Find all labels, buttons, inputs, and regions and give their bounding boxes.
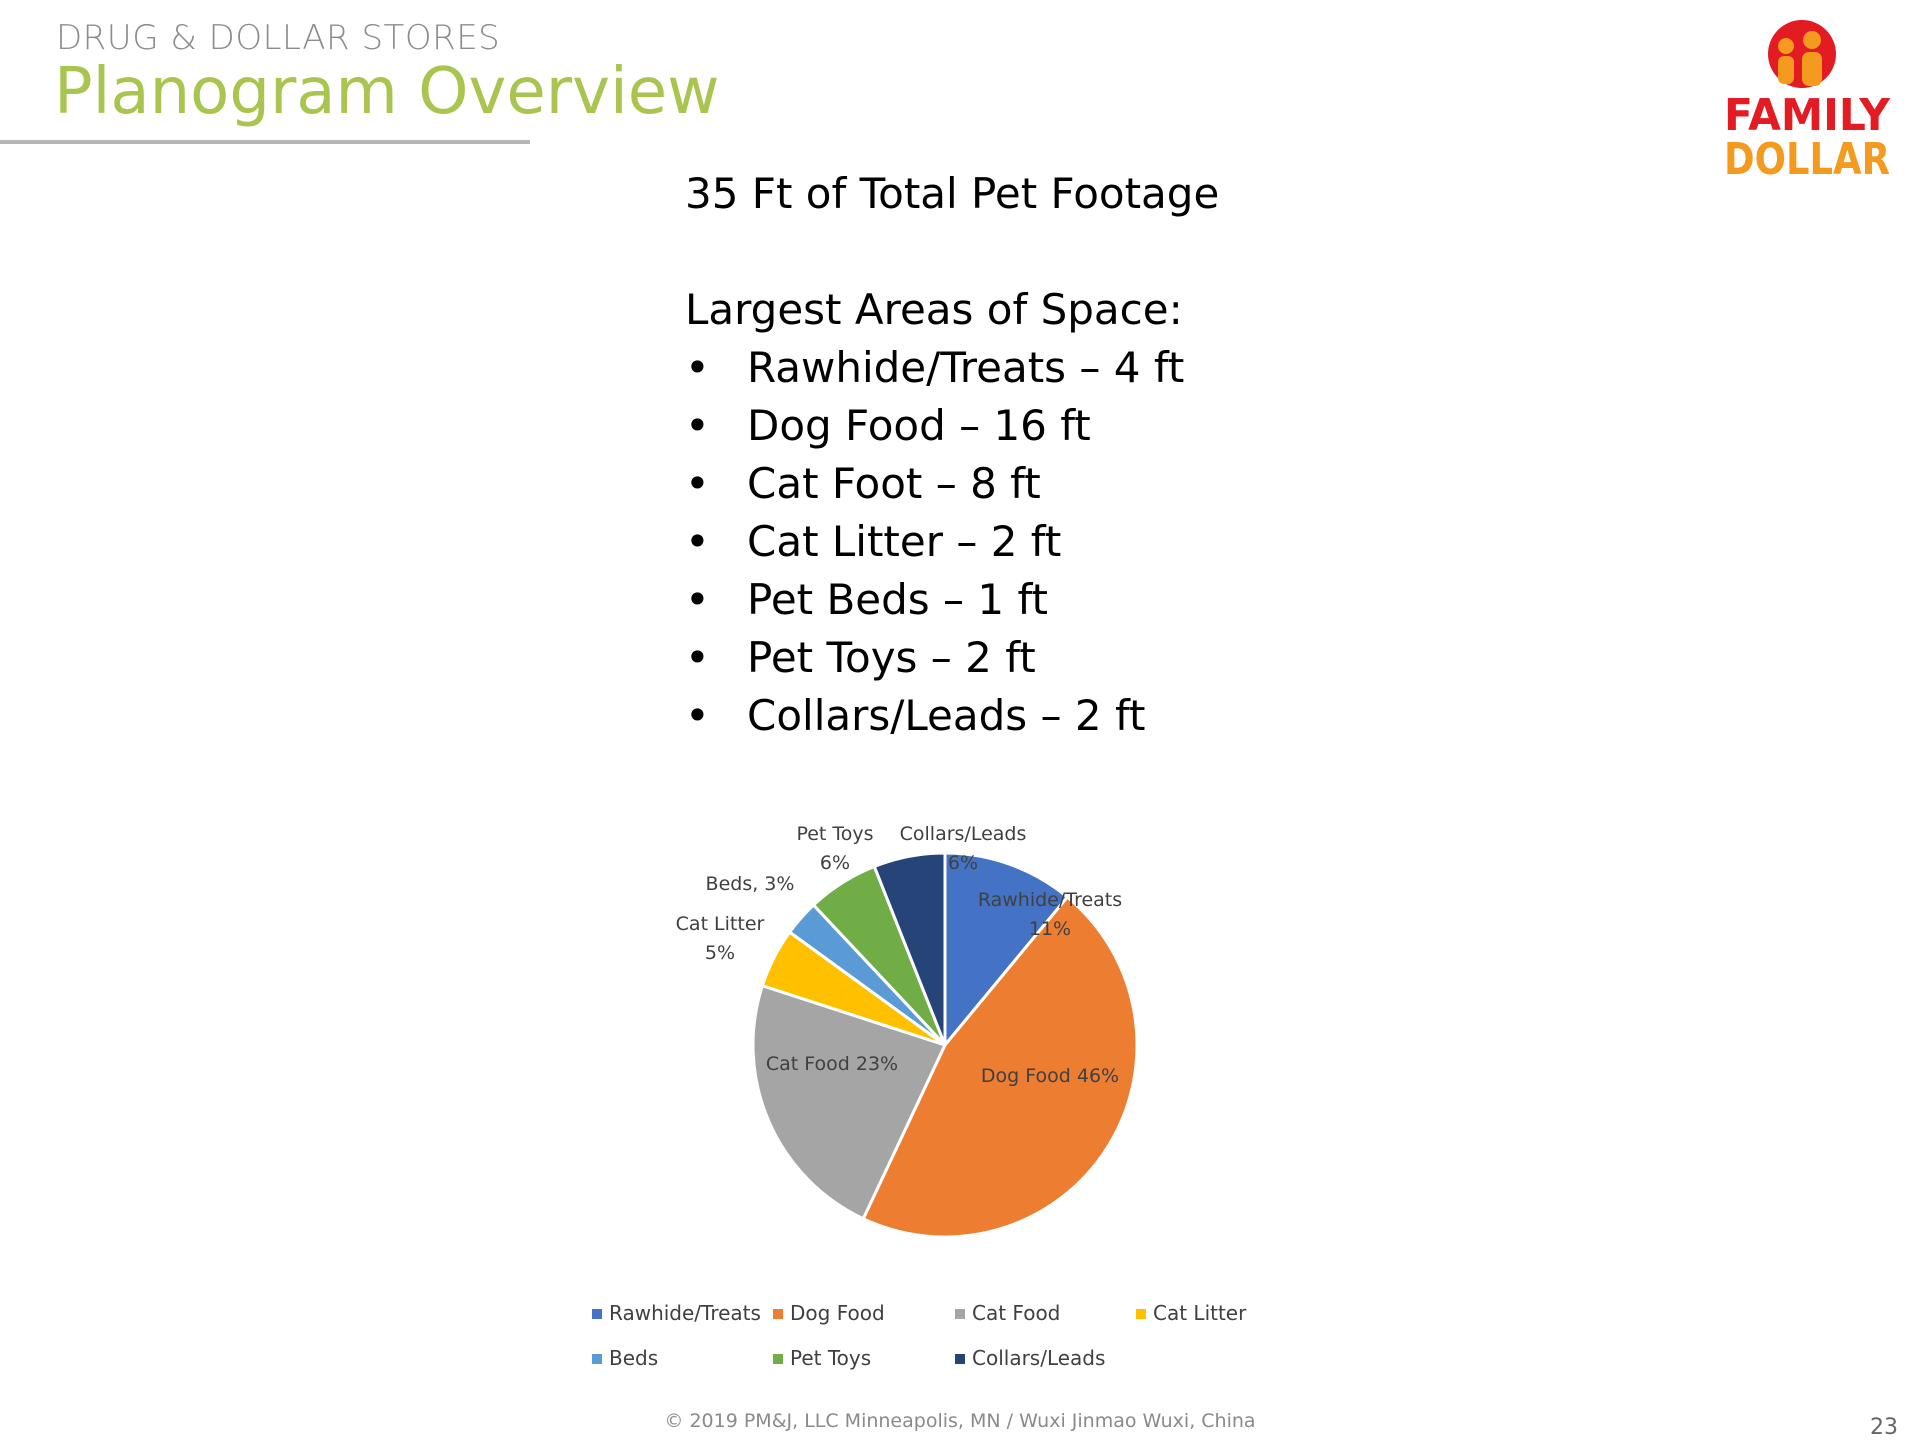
list-item-text: Collars/Leads – 2 ft [747, 691, 1146, 740]
pie-slice-rawhide-treats [943, 851, 1070, 1050]
legend-label: Dog Food [790, 1301, 885, 1325]
logo-figure-body-2 [1802, 52, 1822, 86]
data-label-dog-food: Dog Food 46% [981, 1065, 1119, 1087]
footage-summary: 35 Ft of Total Pet Footage Largest Areas… [685, 165, 1219, 745]
bullet: • [685, 343, 710, 392]
legend-entry-collars-leads: Collars/Leads [955, 1346, 1105, 1370]
logo-figure-head-1 [1778, 38, 1794, 54]
legend-swatch [592, 1354, 602, 1364]
section-label: DRUG & DOLLAR STORES [56, 18, 501, 58]
legend-label: Pet Toys [790, 1346, 871, 1370]
list-item-text: Rawhide/Treats – 4 ft [747, 343, 1185, 392]
list-item-text: Dog Food – 16 ft [747, 401, 1091, 450]
logo-wordmark-dollar: DOLLAR [1724, 134, 1890, 184]
pie-slice-collars-leads [872, 851, 947, 1046]
legend-swatch [955, 1309, 965, 1319]
total-footage: 35 Ft of Total Pet Footage [685, 169, 1220, 218]
list-item: • Pet Beds – 1 ft [685, 571, 1219, 629]
list-item: • Collars/Leads – 2 ft [685, 687, 1219, 745]
list-item-text: Cat Litter – 2 ft [747, 517, 1062, 566]
legend-entry-rawhide-treats: Rawhide/Treats [592, 1301, 761, 1325]
title-divider [0, 140, 530, 144]
data-label-collars-leads: Collars/Leads 6% [900, 823, 1027, 874]
list-item-text: Pet Toys – 2 ft [747, 633, 1036, 682]
family-dollar-logo: FAMILY DOLLAR [1724, 20, 1891, 184]
legend-entry-dog-food: Dog Food [773, 1301, 885, 1325]
legend-entry-cat-food: Cat Food [955, 1301, 1060, 1325]
legend-swatch [1136, 1309, 1146, 1319]
legend-label: Collars/Leads [972, 1346, 1105, 1370]
page-title: Planogram Overview [54, 55, 720, 129]
legend-swatch [773, 1354, 783, 1364]
bullet: • [685, 459, 710, 508]
legend-label: Beds [609, 1346, 658, 1370]
data-label-pet-toys: Pet Toys 6% [796, 823, 873, 874]
areas-heading: Largest Areas of Space: [685, 285, 1183, 334]
copyright-footer: © 2019 PM&J, LLC Minneapolis, MN / Wuxi … [664, 1410, 1256, 1432]
bullet: • [685, 517, 710, 566]
legend-entry-cat-litter: Cat Litter [1136, 1301, 1247, 1325]
data-label-beds: Beds, 3% [706, 873, 795, 895]
legend-swatch [592, 1309, 602, 1319]
data-label-cat-food: Cat Food 23% [766, 1053, 898, 1075]
list-item: • Pet Toys – 2 ft [685, 629, 1219, 687]
logo-wordmark-family: FAMILY [1724, 90, 1891, 141]
bullet: • [685, 633, 710, 682]
data-label-rawhide-treats: Rawhide/Treats 11% [978, 889, 1122, 940]
legend-entry-pet-toys: Pet Toys [773, 1346, 871, 1370]
list-item: • Cat Foot – 8 ft [685, 455, 1219, 513]
legend-swatch [773, 1309, 783, 1319]
logo-figure-body-1 [1778, 56, 1794, 84]
data-label-cat-litter: Cat Litter 5% [676, 913, 765, 964]
list-item: • Cat Litter – 2 ft [685, 513, 1219, 571]
pie-slice-cat-food [751, 983, 948, 1221]
legend-label: Rawhide/Treats [609, 1301, 761, 1325]
list-item-text: Cat Foot – 8 ft [747, 459, 1041, 508]
list-item: • Rawhide/Treats – 4 ft [685, 339, 1219, 397]
list-item: • Dog Food – 16 ft [685, 397, 1219, 455]
legend-entry-beds: Beds [592, 1346, 658, 1370]
bullet: • [685, 575, 710, 624]
page-number: 23 [1870, 1415, 1898, 1440]
legend-label: Cat Food [972, 1301, 1060, 1325]
legend-label: Cat Litter [1153, 1301, 1247, 1325]
list-item-text: Pet Beds – 1 ft [747, 575, 1048, 624]
space-list: • Rawhide/Treats – 4 ft • Dog Food – 16 ft… [685, 339, 1219, 745]
pet-space-pie-chart: Rawhide/Treats 11% Dog Food 46% Cat Food 23… [592, 823, 1247, 1370]
logo-figure-head-2 [1803, 31, 1821, 49]
pie-slice-dog-food [861, 894, 1139, 1239]
legend-swatch [955, 1354, 965, 1364]
bullet: • [685, 691, 710, 740]
bullet: • [685, 401, 710, 450]
